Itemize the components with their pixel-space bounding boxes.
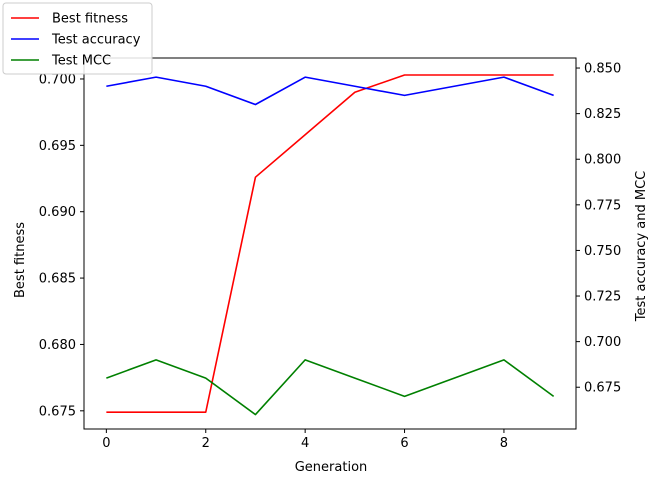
series-line-best-fitness — [106, 74, 554, 413]
legend-box — [2, 2, 153, 75]
x-tick-label: 0 — [102, 436, 110, 451]
left-y-tick-label: 0.685 — [39, 272, 76, 287]
x-axis-label: Generation — [295, 460, 368, 475]
left-y-tick-label: 0.680 — [39, 338, 76, 353]
x-tick-label: 2 — [202, 436, 210, 451]
right-y-tick-label: 0.725 — [584, 290, 621, 305]
plot-area — [83, 57, 577, 430]
left-y-axis-label: Best fitness — [13, 222, 28, 298]
legend-entry-label: Test MCC — [51, 54, 111, 69]
left-y-tick-label: 0.675 — [39, 404, 76, 419]
x-tick-label: 6 — [400, 436, 408, 451]
plot-frame — [83, 57, 577, 430]
right-y-tick-label: 0.800 — [584, 153, 621, 168]
series-line-test-accuracy — [106, 76, 554, 106]
right-y-tick-label: 0.750 — [584, 244, 621, 259]
right-y-tick-label: 0.825 — [584, 107, 621, 122]
legend: Best fitness Test accuracy Test MCC — [2, 2, 153, 75]
left-y-tick-label: 0.700 — [39, 72, 76, 87]
legend-entry-label: Best fitness — [52, 12, 128, 27]
x-tick-label: 4 — [301, 436, 309, 451]
left-y-tick-label: 0.695 — [39, 139, 76, 154]
left-y-axis-ticks: 0.675 0.680 0.685 0.690 0.695 0.700 — [39, 72, 84, 419]
series-line-test-mcc — [106, 359, 555, 416]
x-tick-label: 8 — [500, 436, 508, 451]
x-axis-ticks: 0 2 4 6 8 — [102, 429, 508, 451]
right-y-axis-ticks: 0.675 0.700 0.725 0.750 0.775 0.800 0.825 0.850 — [576, 62, 621, 396]
right-y-axis-label: Test accuracy and MCC — [634, 171, 649, 322]
right-y-tick-label: 0.675 — [584, 381, 621, 396]
series-lines — [106, 74, 555, 416]
right-y-tick-label: 0.700 — [584, 335, 621, 350]
right-y-tick-label: 0.775 — [584, 198, 621, 213]
right-y-tick-label: 0.850 — [584, 62, 621, 77]
left-y-tick-label: 0.690 — [39, 205, 76, 220]
legend-entry-label: Test accuracy — [51, 33, 141, 48]
